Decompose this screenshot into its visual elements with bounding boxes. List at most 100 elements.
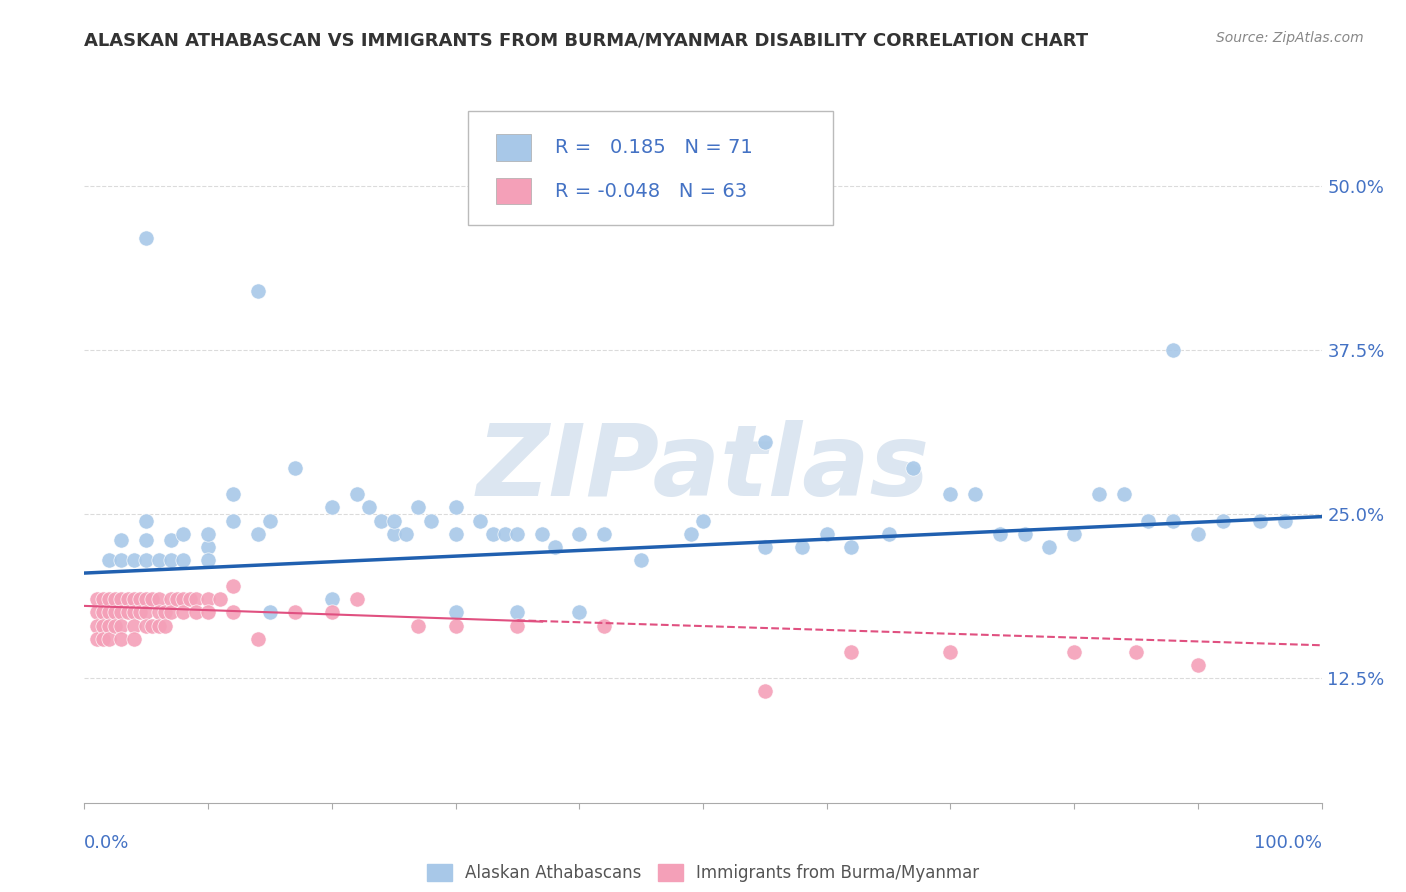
Point (506, 526, 529, 541)
Point (370, 514, 392, 528)
Point (1112, 487, 1135, 501)
Point (141, 592, 163, 607)
FancyBboxPatch shape (496, 134, 531, 161)
Point (129, 592, 152, 607)
Point (1137, 514, 1160, 528)
Text: ALASKAN ATHABASCAN VS IMMIGRANTS FROM BURMA/MYANMAR DISABILITY CORRELATION CHART: ALASKAN ATHABASCAN VS IMMIGRANTS FROM BU… (84, 31, 1088, 49)
Point (1187, 526, 1209, 541)
Point (129, 606, 152, 620)
Point (568, 606, 591, 620)
Point (98, 592, 121, 607)
Point (122, 618, 145, 632)
Point (321, 500, 343, 515)
Point (172, 592, 194, 607)
Point (197, 606, 219, 620)
Point (86, 606, 108, 620)
Point (135, 618, 157, 632)
Point (321, 606, 343, 620)
Point (506, 618, 529, 632)
Point (903, 461, 925, 475)
Text: ZIPatlas: ZIPatlas (477, 420, 929, 517)
Point (754, 434, 776, 449)
Point (86, 618, 108, 632)
Point (135, 553, 157, 567)
Point (122, 592, 145, 607)
Point (754, 684, 776, 698)
Point (110, 592, 132, 607)
Point (104, 618, 127, 632)
Point (122, 632, 145, 646)
Point (135, 231, 157, 245)
Point (939, 645, 962, 659)
Text: R = -0.048   N = 63: R = -0.048 N = 63 (554, 182, 747, 201)
Point (197, 553, 219, 567)
Point (98, 632, 121, 646)
Point (1063, 645, 1085, 659)
Point (679, 526, 702, 541)
Point (148, 592, 170, 607)
Point (122, 606, 145, 620)
Point (222, 514, 245, 528)
Point (259, 514, 281, 528)
Point (122, 553, 145, 567)
FancyBboxPatch shape (496, 178, 531, 204)
Point (98, 553, 121, 567)
Text: 100.0%: 100.0% (1254, 834, 1322, 852)
Point (117, 606, 139, 620)
Point (395, 526, 418, 541)
Point (222, 487, 245, 501)
Point (104, 606, 127, 620)
Point (91, 606, 114, 620)
Point (444, 500, 467, 515)
Point (246, 284, 269, 298)
Point (160, 533, 183, 548)
Point (98, 618, 121, 632)
Point (160, 553, 183, 567)
Point (408, 618, 430, 632)
Point (184, 592, 207, 607)
Point (357, 500, 380, 515)
Point (790, 540, 813, 554)
Point (1274, 514, 1296, 528)
Point (841, 540, 863, 554)
Point (1249, 514, 1271, 528)
Point (135, 533, 157, 548)
Point (1014, 526, 1036, 541)
Point (110, 632, 132, 646)
Point (444, 618, 467, 632)
Point (91, 632, 114, 646)
Point (117, 592, 139, 607)
Point (346, 487, 368, 501)
Point (494, 526, 516, 541)
Point (284, 461, 307, 475)
Text: R =   0.185   N = 71: R = 0.185 N = 71 (554, 138, 752, 157)
Point (321, 592, 343, 607)
Point (470, 514, 492, 528)
Point (222, 579, 245, 593)
Point (346, 592, 368, 607)
Point (506, 606, 529, 620)
Point (1161, 514, 1184, 528)
Point (593, 526, 616, 541)
Point (166, 592, 188, 607)
FancyBboxPatch shape (468, 111, 832, 226)
Point (148, 553, 170, 567)
Text: 0.0%: 0.0% (84, 834, 129, 852)
Point (135, 592, 157, 607)
Point (246, 526, 269, 541)
Point (481, 526, 503, 541)
Point (209, 592, 232, 607)
Point (160, 606, 183, 620)
Point (1125, 645, 1147, 659)
Point (184, 606, 207, 620)
Point (110, 533, 132, 548)
Point (135, 606, 157, 620)
Point (259, 606, 281, 620)
Point (172, 526, 194, 541)
Point (141, 618, 163, 632)
Legend: Alaskan Athabascans, Immigrants from Burma/Myanmar: Alaskan Athabascans, Immigrants from Bur… (420, 857, 986, 888)
Point (91, 592, 114, 607)
Point (382, 514, 405, 528)
Point (1038, 540, 1060, 554)
Point (172, 553, 194, 567)
